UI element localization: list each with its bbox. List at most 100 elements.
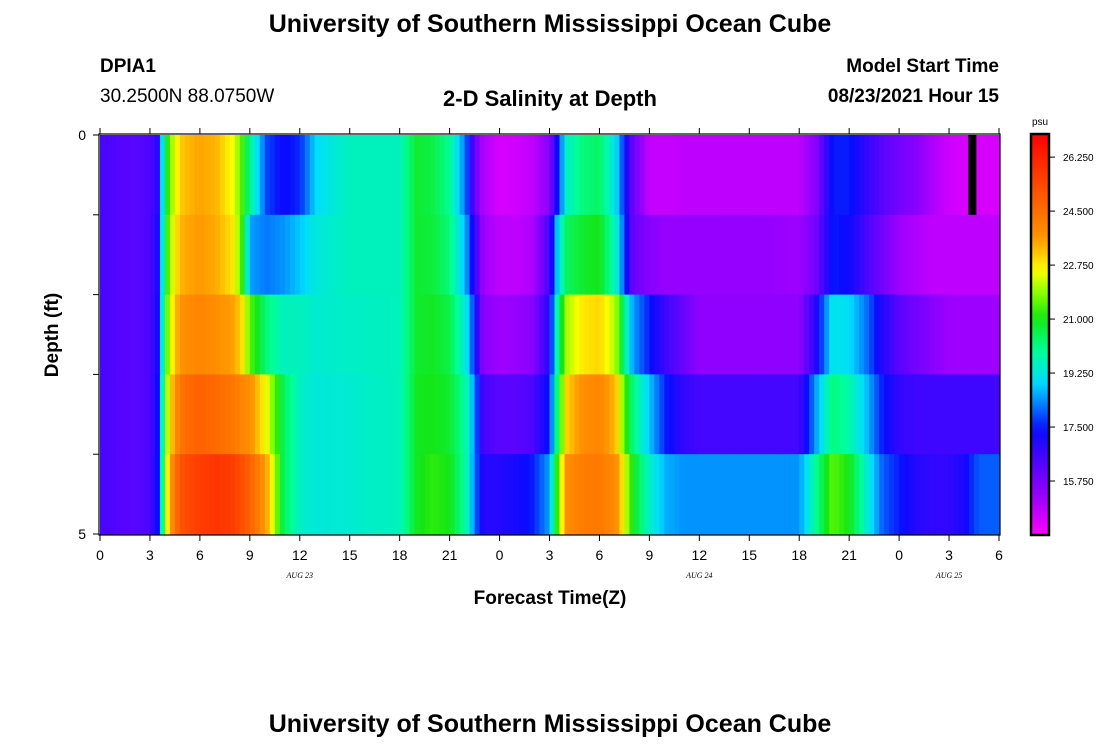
heatmap-cell: [754, 374, 760, 455]
heatmap-cell: [379, 454, 386, 535]
heatmap-cell: [794, 214, 800, 296]
heatmap-cell: [714, 454, 720, 535]
heatmap-cell: [594, 214, 601, 296]
heatmap-cell: [344, 454, 351, 535]
heatmap-cell: [959, 374, 965, 455]
heatmap-cell: [489, 374, 496, 455]
heatmap-cell: [469, 454, 476, 535]
heatmap-cell: [519, 214, 526, 296]
heatmap-cell: [469, 374, 476, 455]
heatmap-cell: [399, 135, 406, 216]
heatmap-cell: [644, 374, 650, 455]
heatmap-cell: [694, 214, 700, 296]
heatmap-cell: [334, 135, 341, 216]
heatmap-cell: [824, 135, 830, 216]
heatmap-cell: [429, 214, 436, 296]
heatmap-cell: [674, 294, 680, 375]
heatmap-cell: [749, 135, 755, 216]
heatmap-cell: [984, 454, 990, 535]
y-axis: 05: [78, 127, 99, 542]
heatmap-cell: [319, 214, 326, 296]
heatmap-cell: [100, 135, 106, 216]
heatmap-cell: [834, 135, 840, 216]
heatmap-cell: [609, 454, 616, 535]
heatmap-cell: [434, 135, 441, 216]
heatmap-cell: [304, 454, 311, 535]
heatmap-cell: [529, 135, 536, 216]
heatmap-cell: [734, 454, 740, 535]
heatmap-cell: [409, 454, 416, 535]
heatmap-cell: [499, 135, 506, 216]
heatmap-cell: [824, 294, 830, 375]
colorbar-tick-label: 21.000: [1063, 315, 1094, 326]
heatmap-cell: [844, 214, 850, 296]
station-id: DPIA1: [100, 56, 156, 77]
heatmap-cell: [454, 374, 461, 455]
heatmap-cell: [384, 374, 391, 455]
heatmap-cell: [209, 214, 216, 296]
heatmap-cell: [639, 454, 645, 535]
heatmap-cell: [669, 135, 675, 216]
heatmap-cell: [604, 374, 611, 455]
heatmap-cell: [694, 454, 700, 535]
heatmap-cell: [629, 135, 635, 216]
heatmap-cell: [819, 454, 825, 535]
x-tick-label: 3: [146, 547, 154, 563]
heatmap-cell: [609, 374, 616, 455]
heatmap-cell: [304, 374, 311, 455]
heatmap-cell: [779, 135, 785, 216]
heatmap-cell: [109, 135, 116, 216]
heatmap-cell: [874, 135, 880, 216]
heatmap-cell: [994, 374, 1000, 455]
heatmap-cell: [129, 374, 136, 455]
heatmap-cell: [669, 214, 675, 296]
heatmap-cell: [239, 214, 246, 296]
heatmap-cell: [119, 374, 126, 455]
heatmap-cell: [394, 374, 401, 455]
heatmap-cell: [829, 214, 835, 296]
heatmap-cell: [939, 454, 945, 535]
heatmap-cell: [564, 214, 571, 296]
heatmap-cell: [884, 214, 890, 296]
heatmap-cell: [679, 294, 685, 375]
heatmap-cell: [429, 374, 436, 455]
marker-bar: [968, 135, 977, 215]
heatmap-cell: [184, 454, 191, 535]
heatmap-cell: [869, 214, 875, 296]
heatmap-cell: [794, 294, 800, 375]
heatmap-cell: [304, 135, 311, 216]
heatmap-cell: [114, 374, 121, 455]
heatmap-cell: [104, 374, 111, 455]
heatmap-cell: [604, 294, 611, 375]
heatmap-cell: [774, 214, 780, 296]
heatmap-cell: [329, 135, 336, 216]
heatmap-cell: [109, 374, 116, 455]
heatmap-cell: [364, 294, 371, 375]
heatmap-cell: [924, 294, 930, 375]
heatmap-cell: [649, 135, 655, 216]
heatmap-cell: [939, 214, 945, 296]
heatmap-cell: [779, 454, 785, 535]
heatmap-cell: [934, 214, 940, 296]
heatmap-cell: [199, 294, 206, 375]
heatmap-cell: [349, 454, 356, 535]
heatmap-cell: [309, 294, 316, 375]
heatmap-cell: [204, 294, 211, 375]
heatmap-cell: [864, 454, 870, 535]
heatmap-cell: [379, 294, 386, 375]
heatmap-cell: [559, 294, 566, 375]
heatmap-cell: [974, 294, 980, 375]
heatmap-cell: [274, 454, 281, 535]
heatmap-cell: [499, 214, 506, 296]
heatmap-cell: [734, 294, 740, 375]
heatmap-cell: [914, 214, 920, 296]
x-tick-label: 9: [246, 547, 254, 563]
heatmap-cell: [424, 374, 431, 455]
heatmap-cell: [964, 454, 970, 535]
heatmap-cell: [884, 454, 890, 535]
heatmap-cell: [319, 374, 326, 455]
heatmap-cell: [134, 454, 141, 535]
heatmap-cell: [264, 374, 271, 455]
heatmap-cell: [544, 214, 551, 296]
heatmap-cell: [724, 214, 730, 296]
